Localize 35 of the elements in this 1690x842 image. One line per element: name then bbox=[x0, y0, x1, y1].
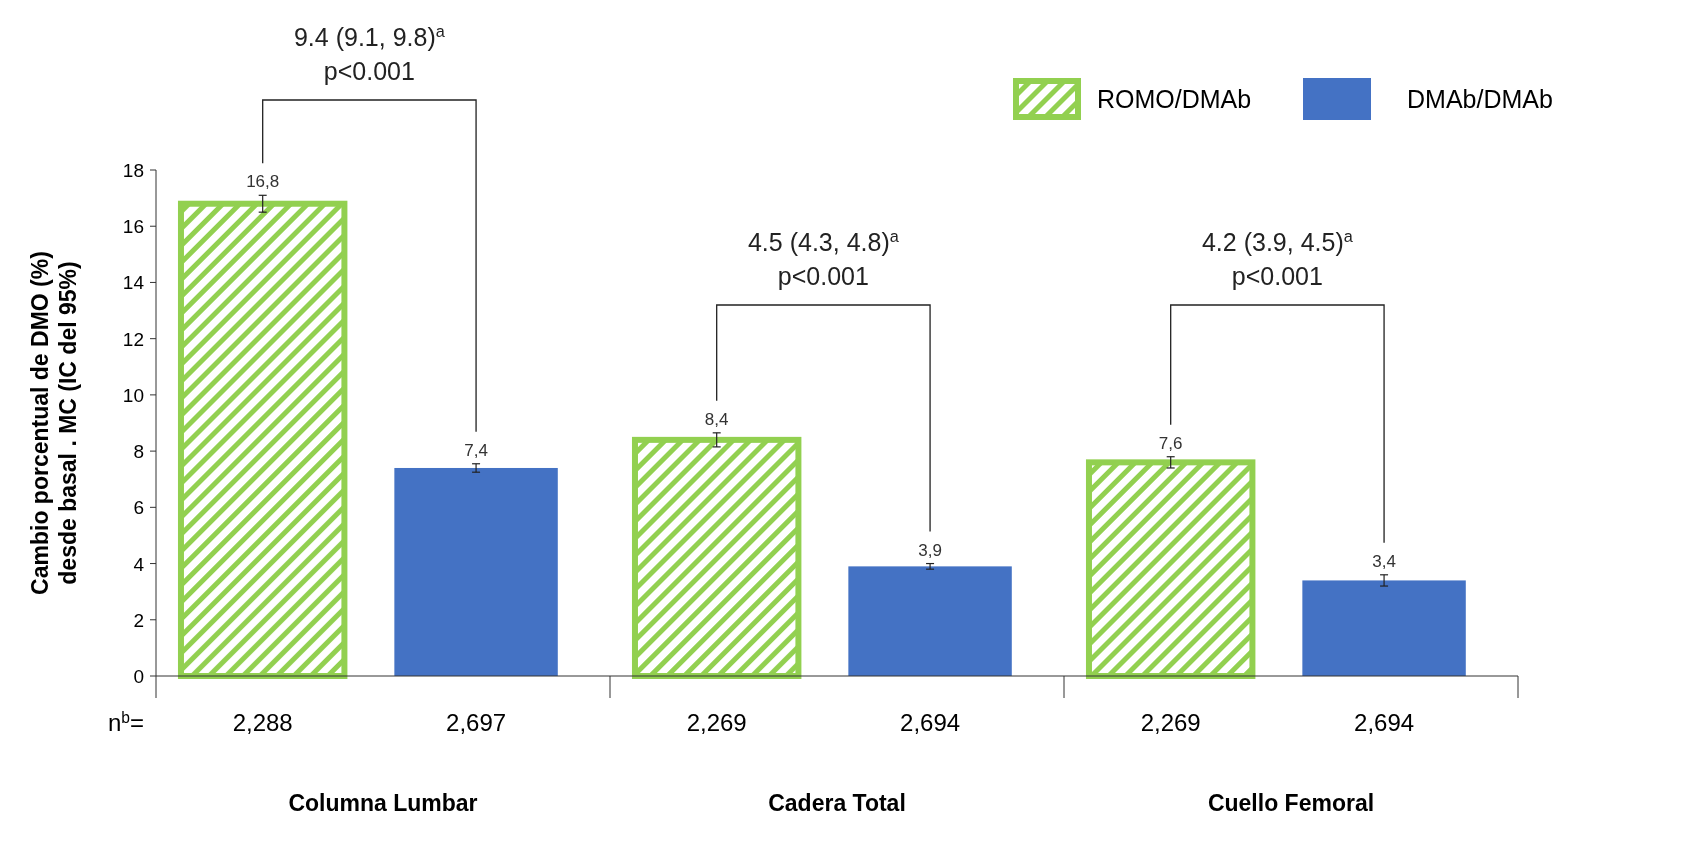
legend-label: ROMO/DMAb bbox=[1097, 85, 1252, 113]
text: n$^{b}$= bbox=[107, 708, 145, 736]
data-label: 7,6 bbox=[1158, 433, 1183, 453]
y-tick-label: 4 bbox=[133, 553, 145, 575]
data-label: 8,4 bbox=[704, 409, 729, 429]
data-label: 3,4 bbox=[1372, 551, 1396, 571]
x-tick-label: Cadera Total bbox=[768, 790, 906, 816]
x-tick-label: Cuello Femoral bbox=[1207, 790, 1375, 816]
bar bbox=[848, 566, 1012, 676]
text: 4.2 (3.9, 4.5)$^{a}$ p<0.001 bbox=[1201, 227, 1353, 290]
y-tick-label: 0 bbox=[133, 666, 144, 687]
y-tick-label: 16 bbox=[122, 216, 144, 238]
y-tick-label: 14 bbox=[122, 272, 145, 294]
x-tick-label: Columna Lumbar bbox=[288, 790, 478, 816]
y-tick-label: 8 bbox=[133, 441, 144, 463]
text: 4.5 (4.3, 4.8)$^{a}$ p<0.001 bbox=[747, 227, 899, 290]
text: 2,694 bbox=[900, 709, 961, 736]
legend-label: DMAb/DMAb bbox=[1407, 85, 1553, 113]
y-tick-label: 6 bbox=[133, 497, 144, 519]
bar bbox=[1302, 580, 1466, 676]
data-label: 3,9 bbox=[918, 540, 942, 560]
data-label: 16,8 bbox=[246, 172, 280, 192]
text: 2,269 bbox=[686, 709, 747, 736]
text: 2,697 bbox=[446, 709, 507, 736]
y-tick-label: 2 bbox=[133, 609, 144, 631]
text: 2,694 bbox=[1354, 709, 1415, 736]
y-axis-title: Cambio porcentual de DMO (%) desde basal . MC (IC del 95%) bbox=[27, 251, 81, 595]
y-tick-label: 18 bbox=[122, 160, 144, 181]
y-tick-label: 12 bbox=[122, 328, 144, 350]
text: 2,269 bbox=[1140, 709, 1201, 736]
y-tick-label: 10 bbox=[122, 384, 144, 406]
bar bbox=[394, 467, 558, 676]
data-label: 7,4 bbox=[464, 440, 488, 460]
text: 9.4 (9.1, 9.8)$^{a}$ p<0.001 bbox=[293, 22, 445, 85]
text: 2,288 bbox=[232, 709, 293, 736]
